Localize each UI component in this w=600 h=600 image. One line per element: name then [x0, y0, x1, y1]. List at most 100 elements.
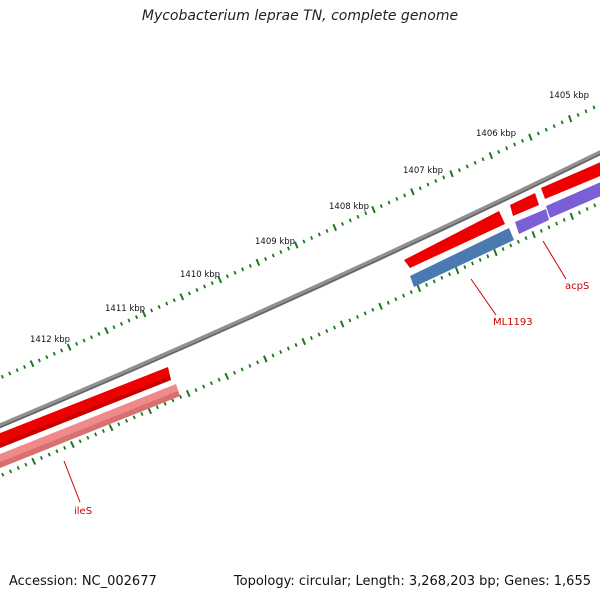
ruler-tick: [15, 368, 19, 373]
ruler-tick: [524, 236, 528, 241]
ruler-tick: [403, 193, 407, 198]
ruler-tick: [416, 284, 422, 293]
acps-neighbor-gene-feature[interactable]: [546, 178, 600, 218]
ruler-tick: [509, 243, 513, 248]
ruler-tick: [386, 300, 390, 305]
ruler-tick: [31, 457, 37, 465]
ruler-tick: [578, 210, 581, 215]
acps-cds-arrow-feature[interactable]: [510, 193, 539, 216]
ruler-tick: [69, 440, 75, 449]
ruler-tick: [271, 253, 275, 258]
ruler-tick: [195, 288, 199, 292]
ruler-tick: [454, 267, 460, 275]
ruler-tick: [165, 301, 169, 306]
ruler-tick: [463, 265, 467, 270]
ruler-tick: [86, 435, 90, 440]
ruler-tick: [108, 424, 114, 432]
ruler-tick: [592, 105, 596, 110]
ruler-tick: [8, 371, 12, 376]
ruler-tick: [241, 267, 245, 272]
ruler-tick: [585, 207, 589, 211]
ruler-tick: [101, 429, 105, 433]
ruler-tick: [310, 236, 314, 240]
ruler-tick: [119, 321, 124, 326]
ruler-label: 1411 kbp: [105, 304, 145, 314]
ruler-tick: [555, 221, 559, 226]
ruler-tick: [302, 239, 306, 244]
ruler-tick: [104, 326, 109, 335]
ruler-tick: [317, 332, 321, 337]
ruler-tick: [264, 256, 268, 261]
ruler-tick: [410, 188, 415, 196]
ml1193-cds-feature[interactable]: [404, 211, 505, 268]
ruler-label: 1405 kbp: [549, 91, 589, 101]
ruler-tick: [8, 469, 13, 474]
ruler-tick: [171, 398, 175, 403]
ruler-tick: [402, 293, 406, 298]
ruler-tick: [544, 127, 548, 132]
ruler-tick: [225, 274, 229, 279]
ruler-tick: [378, 302, 383, 310]
ruler-tick: [488, 151, 494, 160]
acps-gene-feature[interactable]: [515, 209, 549, 234]
ruler-tick: [217, 276, 223, 284]
ruler-tick: [194, 388, 198, 393]
inner-ruler-ticks: [1, 203, 597, 477]
ruler-tick: [497, 149, 501, 154]
ruler-tick: [478, 257, 482, 262]
ruler-tick: [560, 120, 564, 125]
acps-neighbor-cds-feature[interactable]: [541, 158, 600, 199]
ruler-tick: [155, 405, 159, 410]
ruler-tick: [409, 290, 413, 295]
outer-ruler-ticks: [0, 105, 596, 379]
ruler-tick: [317, 232, 321, 237]
ruler-tick: [248, 263, 252, 268]
ruler-tick: [567, 115, 573, 123]
ruler-tick: [539, 228, 543, 233]
ruler-tick: [387, 200, 391, 205]
ileS-gene-shade: [0, 391, 180, 468]
ruler-tick: [473, 160, 477, 165]
ruler-tick: [94, 432, 98, 437]
ruler-tick: [117, 422, 121, 427]
ruler-tick: [24, 462, 28, 467]
gene-label-acps[interactable]: acpS: [565, 281, 589, 292]
ruler-tick: [493, 249, 498, 257]
ruler-tick: [395, 196, 399, 201]
ruler-tick: [501, 247, 505, 252]
ruler-tick: [45, 355, 49, 360]
ileS-leader-line: [63, 460, 81, 503]
ruler-tick: [89, 335, 94, 340]
ruler-tick: [29, 360, 35, 368]
ruler-tick: [233, 270, 237, 275]
ruler-tick: [426, 182, 430, 187]
ruler-tick: [262, 355, 268, 363]
ml1193-gene-feature[interactable]: [410, 228, 514, 287]
ml1193-leader-line: [470, 278, 497, 316]
ruler-tick: [172, 298, 176, 303]
ruler-tick: [203, 284, 207, 289]
ruler-tick: [248, 363, 252, 368]
ruler-label: 1412 kbp: [30, 335, 70, 345]
ruler-tick: [134, 315, 139, 320]
ruler-tick: [528, 133, 533, 141]
ruler-tick: [1, 472, 5, 477]
ruler-tick: [78, 439, 82, 444]
gene-label-ileS[interactable]: ileS: [74, 506, 92, 517]
ruler-tick: [394, 297, 398, 302]
ruler-tick: [371, 206, 376, 214]
ruler-tick: [325, 228, 329, 233]
ruler-label: 1410 kbp: [180, 270, 220, 280]
ruler-tick: [569, 212, 575, 220]
ruler-label: 1407 kbp: [403, 166, 443, 176]
genome-backbone: [0, 150, 600, 429]
ruler-tick: [279, 350, 283, 354]
ruler-tick: [39, 456, 44, 460]
ruler-tick: [55, 449, 59, 454]
ruler-tick: [163, 401, 167, 406]
genome-backbone-highlight: [0, 153, 600, 428]
gene-label-ml1193[interactable]: ML1193: [493, 317, 533, 328]
ruler-tick: [364, 211, 368, 216]
ruler-tick: [340, 221, 345, 226]
ruler-tick: [179, 293, 185, 301]
